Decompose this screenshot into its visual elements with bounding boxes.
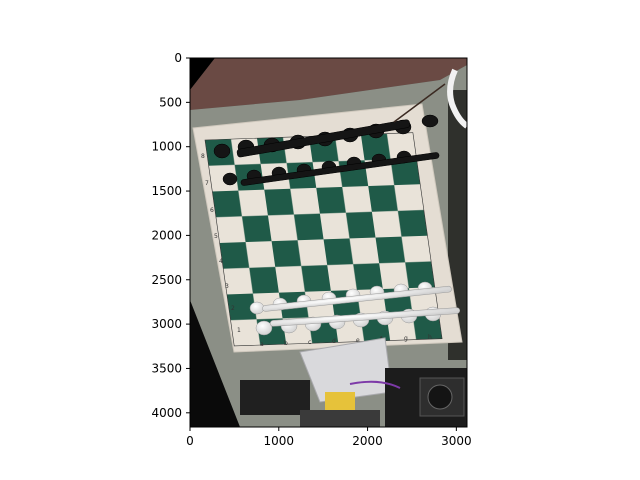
file-label-d: d xyxy=(332,338,336,345)
file-label-e: e xyxy=(356,337,360,344)
rank-label-1: 1 xyxy=(237,327,241,334)
y-tick-label: 0 xyxy=(174,51,182,65)
y-tick-label: 1000 xyxy=(151,140,182,154)
rank-label-6: 6 xyxy=(210,207,214,214)
file-label-h: h xyxy=(428,334,432,341)
black-pieces xyxy=(213,114,440,186)
white-pieces xyxy=(249,281,461,336)
y-tick-label: 1500 xyxy=(151,184,182,198)
file-label-b: b xyxy=(284,340,288,347)
y-tick-label: 4000 xyxy=(151,406,182,420)
y-tick-label: 2500 xyxy=(151,273,182,287)
file-label-c: c xyxy=(308,339,311,346)
file-label-g: g xyxy=(404,335,408,342)
y-tick-label: 2000 xyxy=(151,228,182,242)
white-ring xyxy=(447,68,467,129)
x-tick-label: 0 xyxy=(186,434,194,448)
y-axis: 0 500 1000 1500 2000 2500 3000 3500 4000 xyxy=(151,51,190,420)
rank-label-7: 7 xyxy=(205,180,209,187)
axes-frame xyxy=(189,57,468,428)
robot-arm xyxy=(240,337,467,427)
rank-label-4: 4 xyxy=(219,258,223,265)
image-content: 8 7 6 5 4 3 2 1 a b c d e f g h xyxy=(190,58,467,427)
rank-label-3: 3 xyxy=(225,283,229,290)
wire xyxy=(393,83,446,123)
rank-label-5: 5 xyxy=(214,233,218,240)
x-tick-label: 3000 xyxy=(441,434,472,448)
y-tick-label: 3000 xyxy=(151,317,182,331)
rank-label-2: 2 xyxy=(231,305,235,312)
y-tick-label: 3500 xyxy=(151,361,182,375)
file-label-a: a xyxy=(260,341,264,348)
x-axis: 0 1000 2000 3000 xyxy=(186,427,472,448)
x-tick-label: 1000 xyxy=(264,434,295,448)
x-tick-label: 2000 xyxy=(352,434,383,448)
rank-labels: 8 7 6 5 4 3 2 1 xyxy=(201,153,241,334)
rank-label-8: 8 xyxy=(201,153,205,160)
y-tick-label: 500 xyxy=(159,95,182,109)
